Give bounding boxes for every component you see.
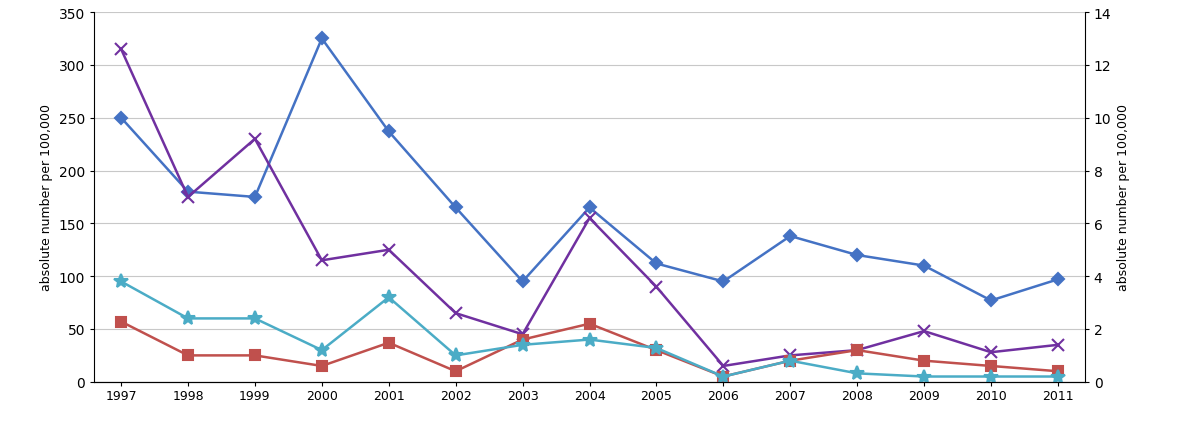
5-9 years xyxy=(180,316,195,321)
0-5 months xyxy=(717,279,731,284)
Line: 5-9 years: 5-9 years xyxy=(114,275,1065,384)
0-5 months xyxy=(515,279,529,284)
5-9 years xyxy=(917,374,931,379)
1-4 years xyxy=(315,364,329,369)
0-5 months xyxy=(917,263,931,269)
1-4 years xyxy=(717,374,731,379)
1-4 years xyxy=(382,340,396,345)
1-4 years xyxy=(917,358,931,363)
Line: 6-11 months: 6-11 months xyxy=(114,44,1065,372)
5-9 years xyxy=(783,358,797,363)
Y-axis label: absolute number per 100,000: absolute number per 100,000 xyxy=(40,104,53,291)
Line: 0-5 months: 0-5 months xyxy=(117,35,1062,305)
1-4 years xyxy=(850,348,864,353)
0-5 months xyxy=(984,298,999,303)
6-11 months xyxy=(783,353,797,358)
5-9 years xyxy=(717,374,731,379)
1-4 years xyxy=(984,364,999,369)
1-4 years xyxy=(180,353,195,358)
Y-axis label: absolute number per 100,000: absolute number per 100,000 xyxy=(1117,104,1129,291)
6-11 months xyxy=(315,258,329,263)
6-11 months xyxy=(917,329,931,334)
0-5 months xyxy=(783,234,797,239)
0-5 months xyxy=(248,195,262,200)
5-9 years xyxy=(582,337,597,342)
6-11 months xyxy=(515,332,529,337)
5-9 years xyxy=(114,279,129,284)
5-9 years xyxy=(650,345,664,351)
6-11 months xyxy=(582,216,597,221)
5-9 years xyxy=(984,374,999,379)
5-9 years xyxy=(382,295,396,300)
1-4 years xyxy=(582,321,597,326)
1-4 years xyxy=(248,353,262,358)
6-11 months xyxy=(1050,342,1065,348)
5-9 years xyxy=(515,342,529,348)
0-5 months xyxy=(114,116,129,121)
5-9 years xyxy=(1050,374,1065,379)
6-11 months xyxy=(850,348,864,353)
6-11 months xyxy=(248,137,262,142)
6-11 months xyxy=(984,350,999,355)
0-5 months xyxy=(448,205,462,210)
0-5 months xyxy=(1050,277,1065,282)
6-11 months xyxy=(650,284,664,289)
1-4 years xyxy=(650,348,664,353)
5-9 years xyxy=(850,371,864,376)
6-11 months xyxy=(180,195,195,200)
0-5 months xyxy=(582,205,597,210)
6-11 months xyxy=(382,247,396,253)
6-11 months xyxy=(448,311,462,316)
0-5 months xyxy=(180,190,195,195)
1-4 years xyxy=(1050,369,1065,374)
Line: 1-4 years: 1-4 years xyxy=(117,317,1062,381)
0-5 months xyxy=(850,253,864,258)
0-5 months xyxy=(650,261,664,266)
5-9 years xyxy=(315,348,329,353)
5-9 years xyxy=(248,316,262,321)
0-5 months xyxy=(382,129,396,135)
6-11 months xyxy=(114,47,129,53)
0-5 months xyxy=(315,37,329,42)
6-11 months xyxy=(717,364,731,369)
1-4 years xyxy=(448,369,462,374)
1-4 years xyxy=(114,319,129,325)
1-4 years xyxy=(783,358,797,363)
1-4 years xyxy=(515,337,529,342)
5-9 years xyxy=(448,353,462,358)
